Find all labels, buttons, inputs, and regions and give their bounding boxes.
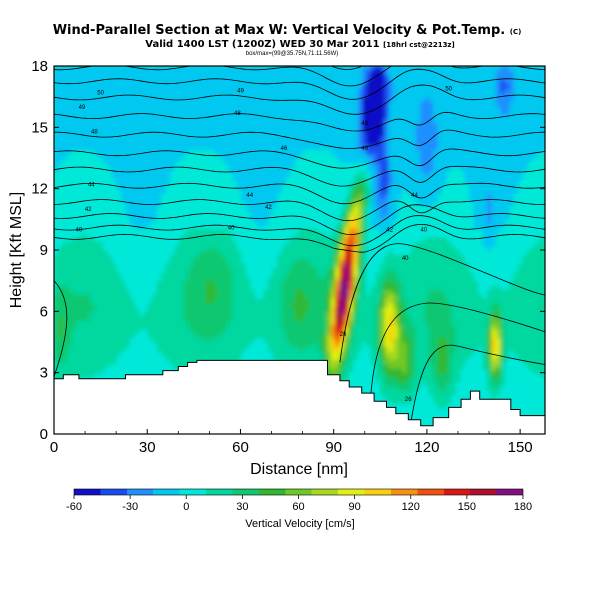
colorbar-bar — [73, 488, 524, 496]
contour-label: 48 — [91, 129, 98, 135]
y-tick-label: 0 — [40, 426, 48, 443]
y-axis-label: Height [Kft MSL] — [8, 192, 25, 309]
contour-label: 40 — [420, 228, 427, 234]
y-tick-label: 12 — [31, 181, 48, 198]
x-axis: 0 30 60 90 120 150 — [50, 429, 533, 456]
contour-label: 44 — [411, 193, 418, 199]
contour-label: 46 — [281, 146, 288, 152]
chart-title-mark: (C) — [510, 28, 522, 36]
colorbar-tick-label: 90 — [349, 501, 361, 513]
chart-subtitle-line3: box/max=(99@35.75N,71.11.56W) — [246, 51, 339, 57]
contour-label: 40 — [228, 226, 235, 232]
contour-label: 42 — [386, 228, 393, 234]
chart-title: Wind-Parallel Section at Max W: Vertical… — [53, 23, 522, 38]
x-tick-label: 120 — [414, 439, 439, 456]
terrain-profile — [54, 359, 545, 434]
colorbar-tick-label: -60 — [66, 501, 82, 513]
contour-label: 42 — [85, 207, 92, 213]
theta-contours — [54, 66, 545, 420]
contour-label: 48 — [361, 121, 368, 127]
colorbar-label: Vertical Velocity [cm/s] — [245, 518, 354, 530]
plot-area — [54, 66, 545, 434]
contour-label: 50 — [445, 86, 452, 92]
contour-label: 40 — [76, 228, 83, 234]
contour-label: 44 — [246, 193, 253, 199]
colorbar: -60 -30 0 30 60 90 120 150 180 Vertical Velocity… — [66, 488, 532, 530]
x-axis-label: Distance [nm] — [250, 461, 348, 478]
y-tick-label: 15 — [31, 119, 48, 136]
contour-label: 49 — [237, 89, 244, 95]
contour-label: 44 — [88, 183, 95, 189]
contour-label: 40 — [402, 256, 409, 262]
y-tick-label: 3 — [40, 365, 48, 382]
y-tick-label: 9 — [40, 242, 48, 259]
chart-subtitle-small: [18hrl cst@2213z] — [383, 41, 455, 49]
x-tick-label: 90 — [325, 439, 342, 456]
contour-label: 28 — [340, 332, 347, 338]
contour-label: 49 — [79, 105, 86, 111]
y-tick-label: 6 — [40, 303, 48, 320]
colorbar-tick-label: 0 — [183, 501, 189, 513]
x-tick-label: 0 — [50, 439, 58, 456]
contour-label: 46 — [361, 146, 368, 152]
y-axis: 0 3 6 9 12 15 18 — [31, 58, 545, 443]
colorbar-tick-label: -30 — [122, 501, 138, 513]
contour-label: 50 — [97, 91, 104, 97]
contour-label: 42 — [265, 205, 272, 211]
x-tick-label: 150 — [508, 439, 533, 456]
colorbar-tick-label: 150 — [458, 501, 476, 513]
theta-contour-labels: 50 49 48 48 49 48 46 50 46 44 44 44 42 42 40 40 42 40 40 28… — [76, 86, 453, 403]
colorbar-tick-label: 60 — [292, 501, 304, 513]
colorbar-tick-label: 30 — [236, 501, 248, 513]
colorbar-tick-label: 120 — [402, 501, 420, 513]
colorbar-tick-label: 180 — [514, 501, 532, 513]
chart-subtitle: Valid 1400 LST (1200Z) WED 30 Mar 2011 [… — [145, 39, 454, 50]
x-tick-label: 60 — [232, 439, 249, 456]
contour-label: 26 — [405, 397, 412, 403]
contour-label: 48 — [234, 111, 241, 117]
x-tick-label: 30 — [139, 439, 156, 456]
y-tick-label: 18 — [31, 58, 48, 75]
